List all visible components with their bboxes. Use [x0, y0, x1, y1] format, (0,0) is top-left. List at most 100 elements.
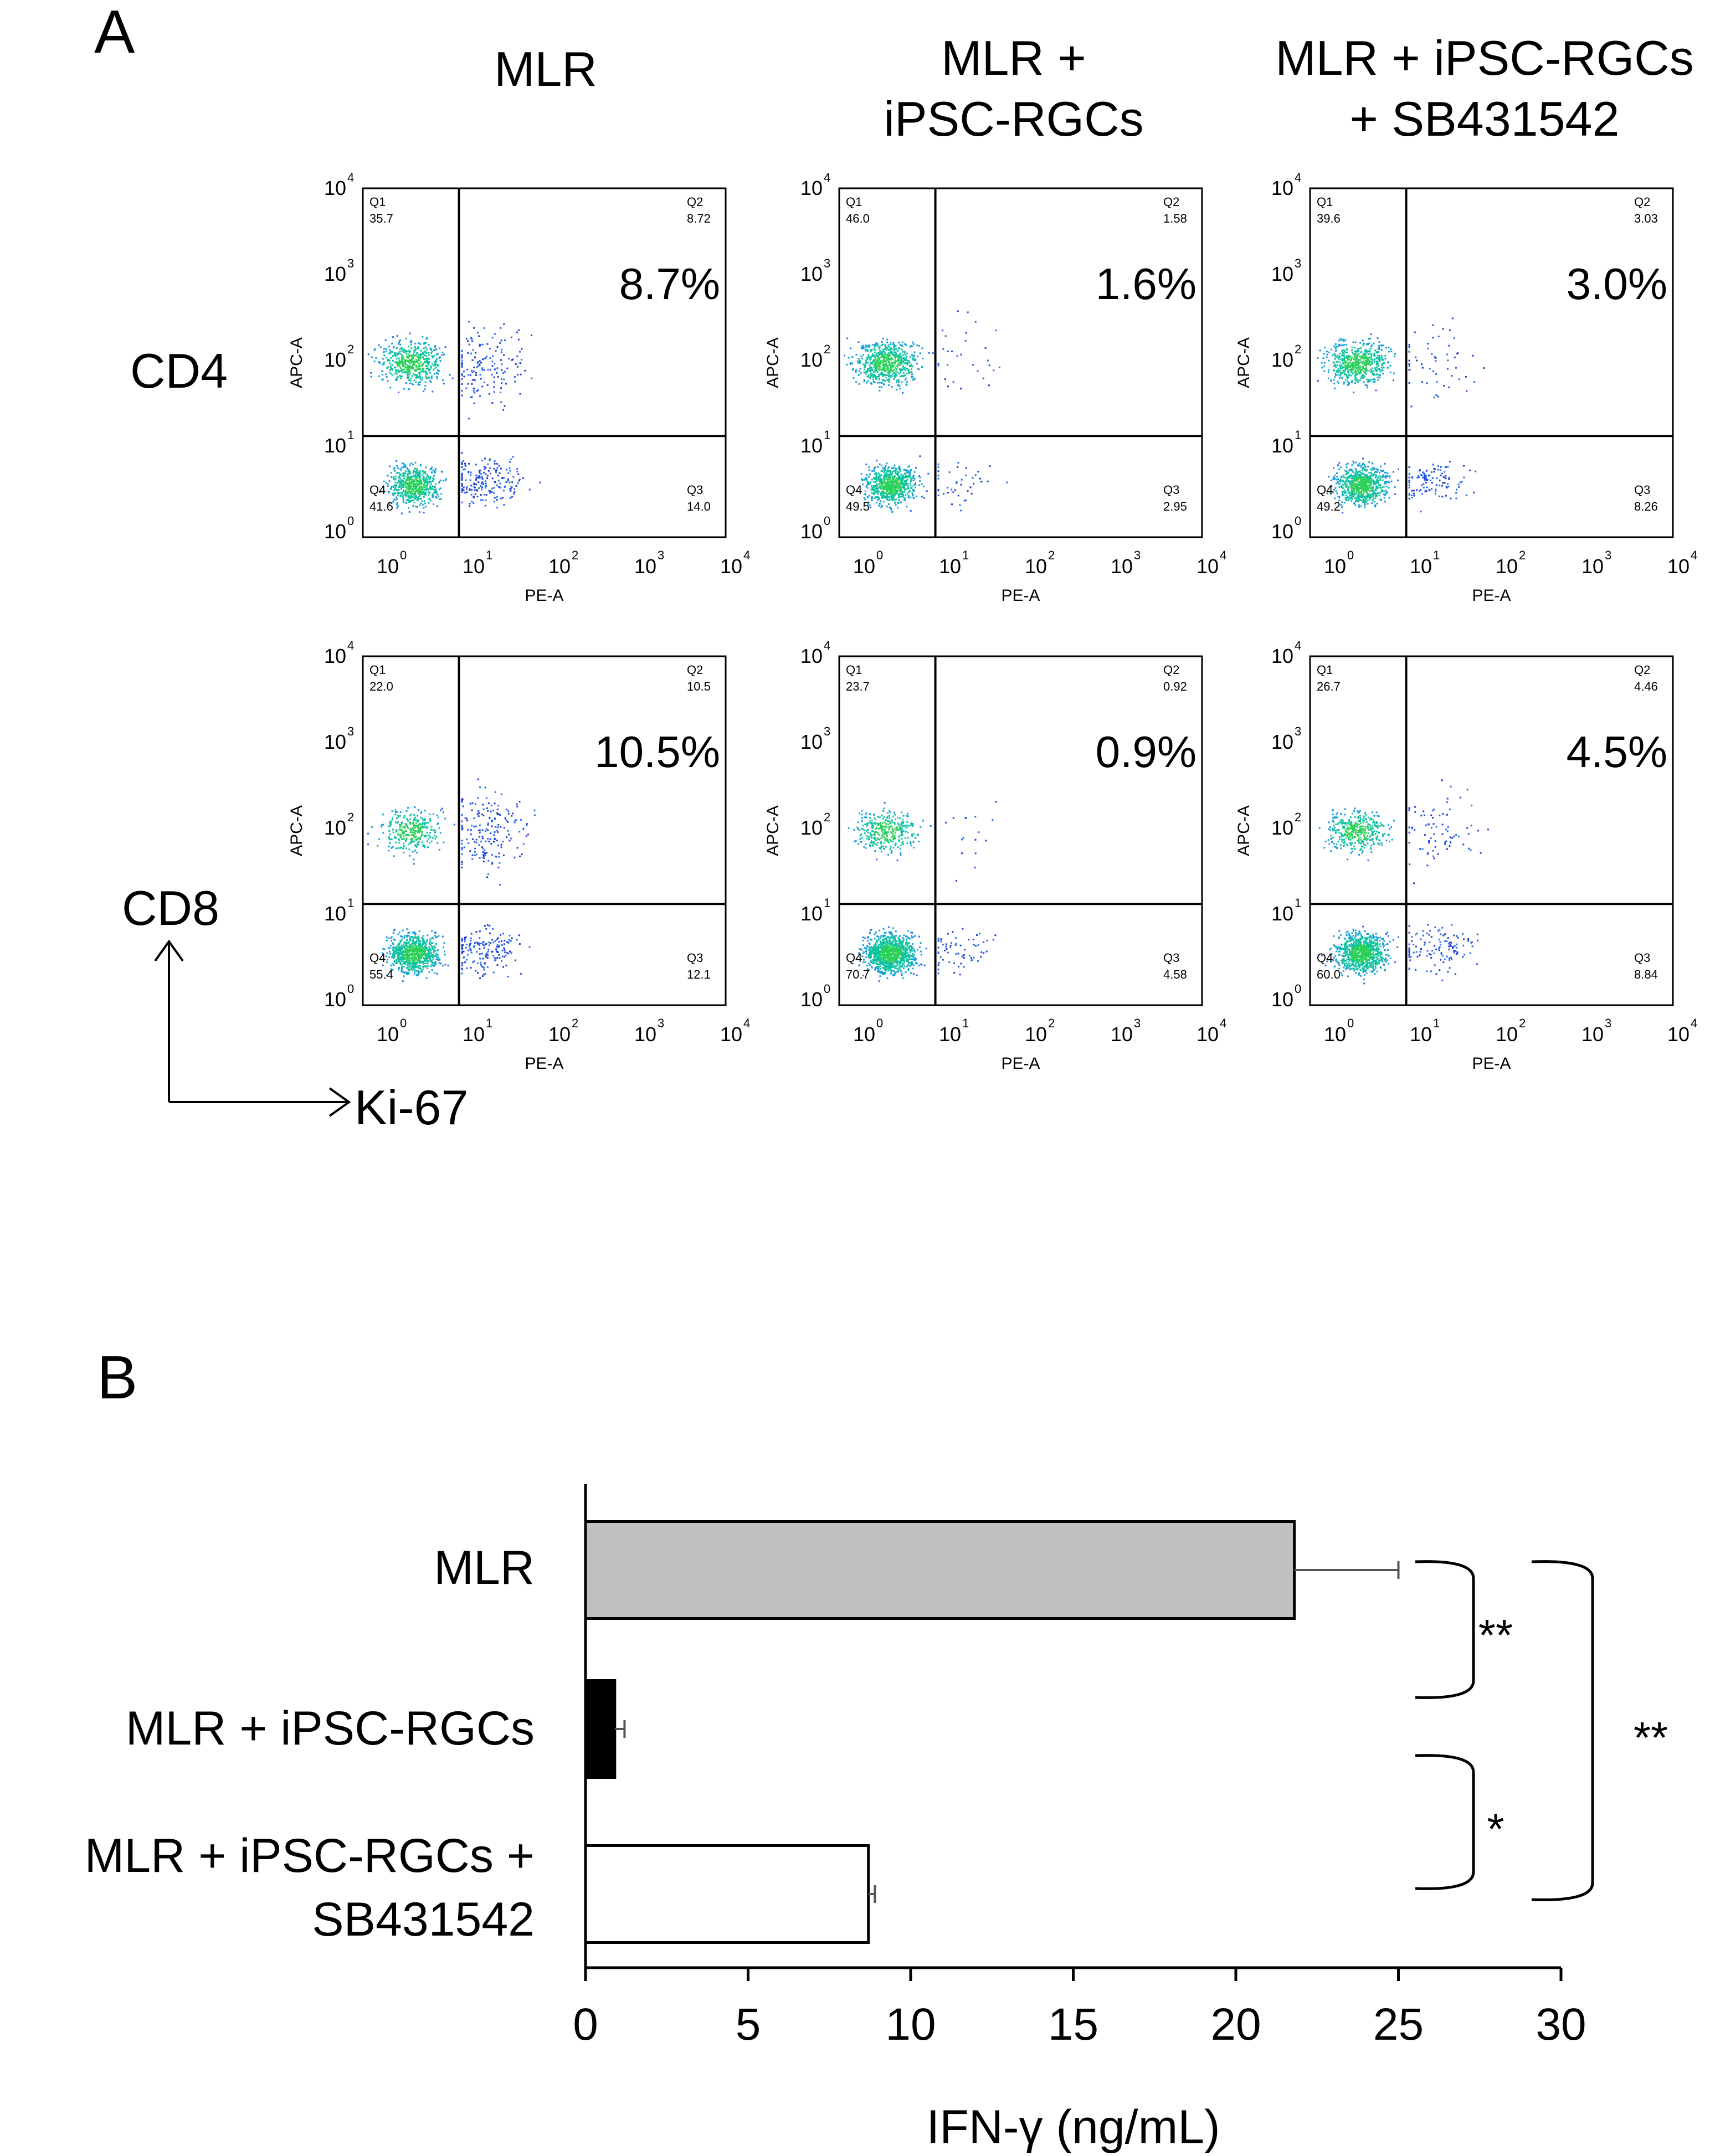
event-dot — [401, 492, 403, 495]
event-dot — [1360, 368, 1362, 371]
event-dot — [888, 475, 890, 477]
event-dot — [870, 362, 872, 364]
event-dot — [886, 338, 889, 341]
event-dot — [461, 488, 463, 490]
event-dot — [409, 472, 411, 475]
event-dot — [895, 371, 897, 372]
event-dot — [865, 371, 867, 373]
event-dot — [947, 487, 948, 489]
event-dot — [429, 842, 431, 844]
event-dot — [419, 491, 421, 493]
event-dot — [1363, 354, 1365, 357]
event-dot — [516, 366, 518, 368]
event-dot — [875, 487, 877, 490]
event-dot — [869, 481, 871, 483]
event-dot — [412, 505, 414, 507]
event-dot — [1371, 475, 1373, 477]
event-dot — [858, 370, 860, 372]
column-header-3-line-1: MLR + iPSC-RGCs — [1275, 30, 1693, 85]
event-dot — [392, 829, 394, 831]
event-dot — [898, 361, 901, 363]
event-dot — [1353, 483, 1355, 485]
event-dot — [1435, 357, 1437, 359]
event-dot — [875, 354, 877, 356]
event-dot — [461, 466, 463, 469]
event-dot — [1444, 471, 1446, 473]
event-dot — [409, 471, 411, 474]
event-dot — [475, 475, 477, 477]
event-dot — [864, 493, 866, 495]
event-dot — [959, 504, 961, 506]
event-dot — [1348, 486, 1350, 488]
event-dot — [516, 805, 518, 807]
q1-value: 35.7 — [369, 212, 393, 225]
event-dot — [496, 462, 499, 465]
event-dot — [900, 370, 902, 372]
event-dot — [879, 345, 881, 347]
event-dot — [900, 481, 901, 483]
event-dot — [504, 371, 506, 373]
event-dot — [425, 338, 428, 340]
event-dot — [414, 478, 417, 480]
q2-label: Q2 — [687, 195, 703, 209]
event-dot — [1355, 498, 1358, 500]
event-dot — [486, 852, 488, 854]
event-dot — [502, 841, 504, 843]
event-dot — [417, 368, 419, 370]
event-dot — [1368, 361, 1370, 363]
event-dot — [426, 359, 428, 362]
highlight-percentage: 8.7% — [619, 259, 720, 308]
event-dot — [866, 375, 869, 378]
event-dot — [404, 363, 407, 366]
event-dot — [1317, 380, 1319, 382]
event-dot — [1381, 364, 1383, 367]
event-dot — [410, 477, 412, 479]
event-dot — [1354, 351, 1356, 353]
axis-key-x-arrowhead — [328, 1087, 351, 1117]
event-dot — [907, 483, 909, 485]
event-dot — [424, 375, 427, 377]
event-dot — [1370, 484, 1372, 486]
event-dot — [1372, 475, 1374, 477]
event-dot — [1333, 383, 1336, 385]
event-dot — [403, 348, 405, 351]
event-dot — [1370, 487, 1372, 490]
event-dot — [897, 342, 900, 344]
event-dot — [947, 492, 949, 494]
event-dot — [407, 483, 409, 486]
event-dot — [1373, 359, 1375, 361]
event-dot — [1457, 352, 1459, 354]
event-dot — [1345, 368, 1347, 370]
event-dot — [965, 332, 967, 334]
event-dot — [461, 820, 463, 822]
event-dot — [1369, 479, 1371, 481]
event-dot — [1334, 364, 1337, 367]
event-dot — [412, 368, 414, 370]
event-dot — [1341, 506, 1343, 508]
event-dot — [405, 502, 408, 504]
event-dot — [1351, 481, 1353, 483]
event-dot — [394, 837, 396, 839]
event-dot — [410, 486, 412, 488]
event-dot — [1342, 338, 1344, 341]
event-dot — [867, 501, 870, 503]
event-dot — [1350, 477, 1353, 480]
event-dot — [1360, 487, 1362, 489]
event-dot — [1449, 329, 1451, 331]
event-dot — [1435, 484, 1437, 486]
event-dot — [410, 841, 413, 843]
event-dot — [509, 461, 511, 463]
event-dot — [471, 338, 473, 340]
event-dot — [434, 830, 437, 831]
event-dot — [1364, 359, 1367, 362]
event-dot — [406, 474, 408, 476]
event-dot — [1362, 361, 1364, 363]
event-dot — [910, 480, 912, 482]
event-dot — [895, 490, 897, 492]
event-dot — [1363, 478, 1365, 480]
event-dot — [513, 488, 516, 490]
event-dot — [898, 483, 900, 486]
event-dot — [857, 341, 860, 343]
event-dot — [479, 470, 481, 471]
q3-value: 8.26 — [1634, 500, 1658, 513]
